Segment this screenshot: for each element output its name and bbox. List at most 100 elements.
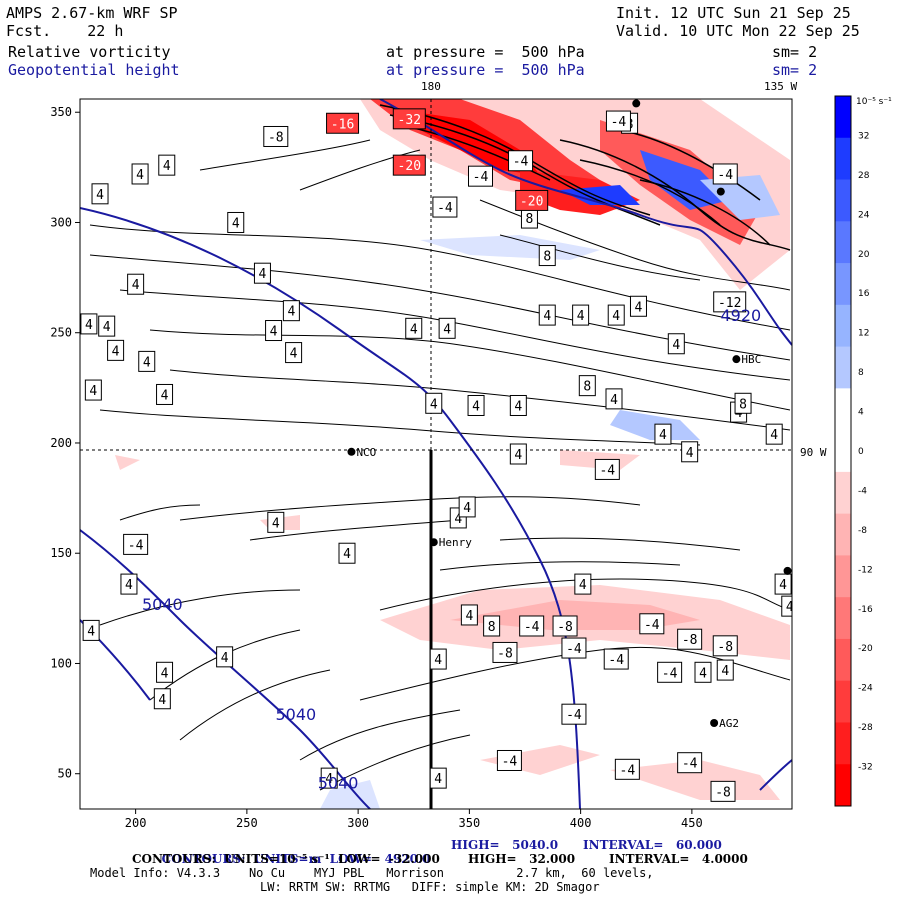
colorbar: 32 28 24 20 16 12 8 4 0 -4 -8 -12 -16 -20 -24 -28 -32 <box>834 95 873 807</box>
map-frame <box>79 98 793 810</box>
footer-height-info: CONTOURS: UNITS=m LOW= 4920.0 <box>154 838 431 866</box>
x-tick-label: 350 <box>459 816 481 830</box>
height-label: 5040 <box>142 595 183 614</box>
vorticity-label: -4 <box>508 150 534 172</box>
vorticity-label-text: 4 <box>158 693 166 708</box>
vorticity-label: 4 <box>84 379 102 401</box>
vorticity-label-text: 4 <box>87 624 95 639</box>
x-tick-label: 250 <box>236 816 258 830</box>
map-layer: 4 4 4 4 4 4 4 4 4 4 4 4 4 4 4 4 4 4 4 4 4 4 4 4 4 4 4 4 4 4 4 4 4 4 4 4 4 4 4 4… <box>80 99 794 809</box>
vorticity-label-text: 4 <box>132 278 140 293</box>
vorticity-label: 4 <box>460 604 478 626</box>
vorticity-label-text: 4 <box>721 664 729 679</box>
colorbar-swatch <box>835 430 851 473</box>
vorticity-label-text: 4 <box>136 168 144 183</box>
vorticity-label: 4 <box>681 441 699 463</box>
y-tick-label: 100 <box>50 656 72 670</box>
vorticity-label: -4 <box>561 703 587 725</box>
x-tick-label: 300 <box>347 816 369 830</box>
station-marker: Henry <box>429 536 472 549</box>
footer-model-info: Model Info: V4.3.3 No Cu MYJ PBL Morriso… <box>90 866 654 880</box>
vorticity-label-text: 4 <box>143 355 151 370</box>
x-tick-label: 200 <box>125 816 147 830</box>
vorticity-label: -4 <box>603 648 629 670</box>
vorticity-label: -20 <box>392 154 426 176</box>
field2-smoothing: sm= 2 <box>772 61 818 79</box>
vorticity-label: 8 <box>578 375 596 397</box>
colorbar-label: 16 <box>858 289 870 299</box>
colorbar-swatch <box>835 304 851 348</box>
vorticity-label: -4 <box>639 613 665 635</box>
x-tick-label: 450 <box>681 816 703 830</box>
vorticity-label: -4 <box>605 110 631 132</box>
vorticity-label: -4 <box>712 163 738 185</box>
vorticity-label-text: -4 <box>662 666 678 681</box>
field1-smoothing: sm= 2 <box>772 43 818 61</box>
y-tick-label: 300 <box>50 215 72 229</box>
vorticity-label: -4 <box>614 758 640 780</box>
vorticity-label: 4 <box>572 304 590 326</box>
vorticity-label: -20 <box>515 189 549 211</box>
vorticity-label-text: 8 <box>739 397 747 412</box>
station-dot <box>783 566 792 575</box>
vorticity-label-text: 4 <box>434 653 442 668</box>
vorticity-label-text: 4 <box>465 609 473 624</box>
vorticity-label: 4 <box>667 333 685 355</box>
vorticity-label: 4 <box>158 154 176 176</box>
vorticity-label-text: 4 <box>443 322 451 337</box>
station-marker: NCO <box>347 446 376 459</box>
vorticity-label-text: -8 <box>497 646 513 661</box>
vorticity-label-text: 4 <box>514 448 522 463</box>
vorticity-label: 4 <box>265 320 283 342</box>
vorticity-label: 4 <box>694 661 712 683</box>
vorticity-label-text: 4 <box>89 384 97 399</box>
vorticity-label: -8 <box>492 641 518 663</box>
vorticity-label: 4 <box>216 646 234 668</box>
station-marker <box>632 99 641 108</box>
colorbar-label: -28 <box>858 723 873 733</box>
vorticity-label-text: -4 <box>682 757 698 772</box>
forecast-hour: Fcst. 22 h <box>6 22 124 40</box>
valid-time: Valid. 10 UTC Mon 22 Sep 25 <box>616 22 860 40</box>
vorticity-label-text: 4 <box>161 666 169 681</box>
footer-vort-interval: INTERVAL= 4.0000 <box>609 852 748 866</box>
vorticity-label-text: 4 <box>343 547 351 562</box>
vorticity-label: 4 <box>253 262 271 284</box>
vorticity-label-text: 8 <box>543 250 551 265</box>
vorticity-label: 4 <box>227 211 245 233</box>
vorticity-label: 4 <box>405 317 423 339</box>
vorticity-label-text: -4 <box>608 653 624 668</box>
height-label: 4920 <box>720 306 761 325</box>
vorticity-label-text: 4 <box>543 309 551 324</box>
x-axis: 200 250 300 350 400 450 <box>125 809 703 830</box>
vorticity-label-text: -20 <box>520 194 543 209</box>
model-title: AMPS 2.67-km WRF SP <box>6 4 178 22</box>
vorticity-label-text: -4 <box>513 155 529 170</box>
vorticity-label: -16 <box>326 112 360 134</box>
height-labels: 5040 5040 5040 4920 <box>142 306 761 792</box>
vorticity-label: -12 <box>713 291 747 313</box>
colorbar-swatch <box>835 96 851 139</box>
vorticity-label: 4 <box>320 767 338 789</box>
vorticity-label: 8 <box>520 207 538 229</box>
vorticity-label-text: 4 <box>779 578 787 593</box>
vorticity-label: -4 <box>677 752 703 774</box>
vorticity-label-text: 4 <box>125 578 133 593</box>
vorticity-label-text: 4 <box>103 320 111 335</box>
vorticity-label-text: 4 <box>672 338 680 353</box>
vorticity-label-text: 4 <box>410 322 418 337</box>
station-dot <box>347 447 356 456</box>
vorticity-label-text: -8 <box>715 785 731 800</box>
vorticity-label-text: 4 <box>786 600 794 615</box>
footer-vort-high: HIGH= 32.000 <box>468 852 576 866</box>
vorticity-label: 4 <box>127 273 145 295</box>
colorbar-label: 4 <box>858 408 864 418</box>
colorbar-swatch <box>835 263 851 306</box>
vorticity-label-text: -4 <box>473 170 489 185</box>
vorticity-label: -4 <box>594 458 620 480</box>
vorticity-label-text: 4 <box>610 393 618 408</box>
vorticity-label-text: -4 <box>620 763 636 778</box>
colorbar-label: 12 <box>858 329 869 339</box>
x-tick-label: 400 <box>570 816 592 830</box>
colorbar-swatch <box>835 221 851 264</box>
